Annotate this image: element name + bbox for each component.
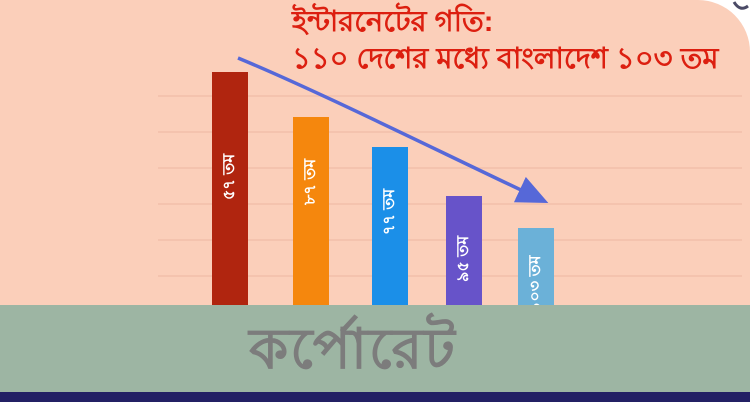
bar-rank-57: ৫৭ তম (212, 72, 248, 310)
bar-rank-label: ৯৫ তম (455, 235, 472, 282)
corner-mark-icon (732, 1, 749, 10)
chart-title: ইন্টারনেটের গতি: ১১০ দেশের মধ্যে বাংলাদে… (292, 4, 718, 78)
bar-rank-77: ৭৭ তম (372, 147, 408, 310)
bar-rank-label: ৮৭ তম (302, 158, 319, 205)
bar-rank-label: ৫৭ তম (221, 153, 238, 200)
bar-rank-87: ৮৭ তম (293, 117, 329, 310)
bar-rank-95: ৯৫ তম (446, 196, 482, 310)
chart-title-line1: ইন্টারনেটের গতি: (292, 6, 494, 38)
bar-rank-103: ১০৩ তম (518, 228, 554, 312)
bottom-strip (0, 392, 750, 402)
brand-band: কর্পোরেট (0, 305, 750, 392)
bar-rank-label: ৭৭ তম (381, 188, 398, 235)
brand-logo: কর্পোরেট (249, 316, 457, 380)
bar-rank-label: ১০৩ তম (527, 255, 544, 312)
chart-title-line2: ১১০ দেশের মধ্যে বাংলাদেশ ১০৩ তম (292, 43, 719, 75)
